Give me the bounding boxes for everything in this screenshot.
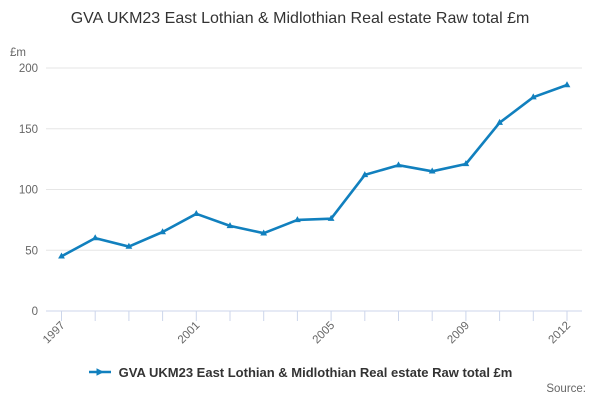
y-axis-unit-label: £m [10, 47, 26, 59]
x-axis-label: 1997 [41, 320, 68, 347]
data-point-marker[interactable] [428, 167, 436, 174]
x-axis-label: 2001 [176, 320, 203, 347]
data-point-marker[interactable] [395, 161, 402, 168]
data-point-marker[interactable] [294, 216, 301, 223]
data-point-marker[interactable] [159, 228, 166, 235]
y-axis-label: 150 [19, 124, 38, 136]
data-point-marker[interactable] [462, 160, 470, 167]
data-point-marker[interactable] [496, 118, 503, 125]
data-point-marker[interactable] [260, 229, 268, 236]
y-axis-label: 0 [32, 306, 38, 318]
x-axis-label: 2012 [547, 320, 574, 347]
source-label: Source: [546, 383, 586, 395]
data-point-marker[interactable] [327, 214, 335, 221]
series-line [60, 83, 569, 258]
data-point-marker[interactable] [192, 210, 200, 216]
data-point-marker[interactable] [58, 252, 65, 259]
y-axis-label: 200 [19, 63, 38, 75]
data-point-marker[interactable] [91, 234, 99, 241]
legend-line-marker-icon [88, 368, 111, 376]
y-axis-label: 100 [19, 185, 38, 197]
chart-title-text: GVA UKM23 East Lothian & Midlothian Real… [70, 10, 530, 27]
legend[interactable]: GVA UKM23 East Lothian & Midlothian Real… [0, 362, 600, 382]
legend-series-label: GVA UKM23 East Lothian & Midlothian Real… [118, 364, 513, 380]
data-point-marker[interactable] [361, 171, 369, 178]
data-point-marker[interactable] [226, 222, 234, 229]
chart-title: GVA UKM23 East Lothian & Midlothian Real… [0, 8, 600, 29]
y-axis-label: 50 [25, 245, 38, 257]
x-axis-label: 2009 [445, 320, 472, 347]
data-point-marker[interactable] [125, 242, 133, 249]
data-point-marker[interactable] [563, 81, 571, 88]
data-point-marker[interactable] [529, 93, 537, 100]
x-axis-label: 2005 [311, 320, 338, 347]
